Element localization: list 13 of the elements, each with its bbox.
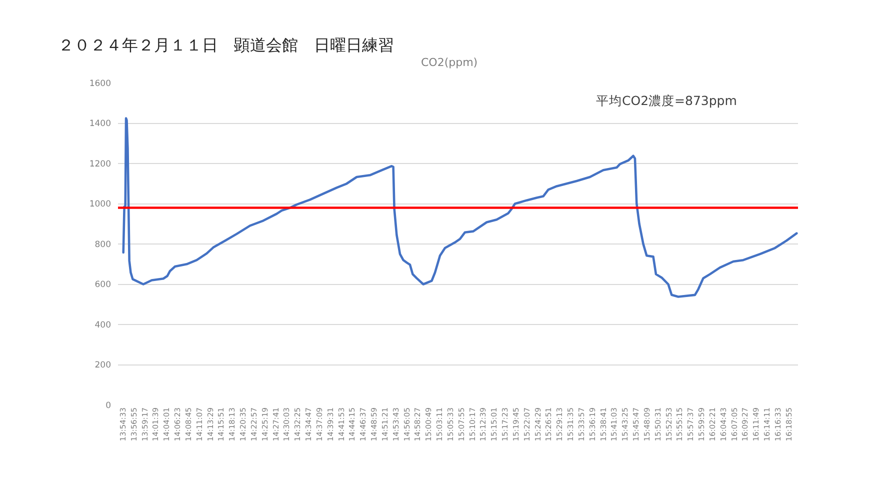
y-tick-label: 200 xyxy=(94,360,111,371)
y-tick-label: 1200 xyxy=(89,159,111,170)
chart-subtitle: CO2(ppm) xyxy=(421,56,478,69)
y-tick-label: 0 xyxy=(106,400,111,411)
y-tick-label: 600 xyxy=(94,280,111,290)
annotation: 平均CO2濃度=873ppm xyxy=(596,93,737,108)
line-series xyxy=(122,117,798,298)
chart-title: ２０２４年２月１１日 顕道会館 日曜日練習 xyxy=(58,36,394,55)
y-tick-label: 400 xyxy=(94,320,111,330)
y-tick-label: 800 xyxy=(94,240,111,250)
y-tick-label: 1600 xyxy=(89,78,111,89)
y-tick-label: 1000 xyxy=(89,200,111,210)
y-tick-label: 1400 xyxy=(89,119,111,130)
